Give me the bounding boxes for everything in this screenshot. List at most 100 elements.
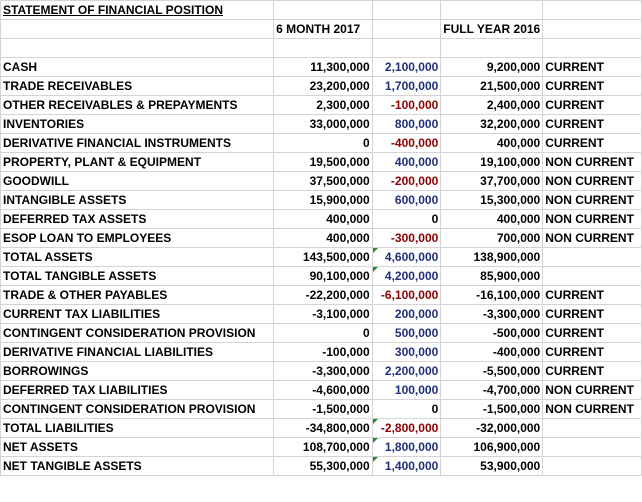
value-2016-cell[interactable]: -5,500,000 [440,361,544,381]
classification-cell[interactable]: NON CURRENT [542,228,642,248]
value-2017-cell[interactable]: 108,700,000 [273,437,373,457]
row-label-cell[interactable]: DERIVATIVE FINANCIAL LIABILITIES [0,342,275,362]
change-cell[interactable]: -400,000 [371,133,442,153]
classification-cell[interactable]: NON CURRENT [542,380,642,400]
change-cell[interactable]: -6,100,000 [371,285,442,305]
change-cell[interactable]: 600,000 [371,190,442,210]
change-cell[interactable]: -2,800,000 [371,418,442,438]
row-label-cell[interactable]: DEFERRED TAX ASSETS [0,209,275,229]
empty-cell[interactable] [0,38,275,58]
value-2017-cell[interactable]: 37,500,000 [273,171,373,191]
change-cell[interactable]: 1,800,000 [371,437,442,457]
row-label-cell[interactable]: CONTINGENT CONSIDERATION PROVISION [0,323,275,343]
value-2017-cell[interactable]: -3,100,000 [273,304,373,324]
change-cell[interactable]: 200,000 [371,304,442,324]
value-2017-cell[interactable]: 0 [273,323,373,343]
row-label-cell[interactable]: TOTAL TANGIBLE ASSETS [0,266,275,286]
change-cell[interactable]: -200,000 [371,171,442,191]
value-2016-cell[interactable]: 700,000 [440,228,544,248]
value-2017-cell[interactable]: 11,300,000 [273,57,373,77]
classification-cell[interactable]: NON CURRENT [542,399,642,419]
value-2016-cell[interactable]: 400,000 [440,209,544,229]
change-cell[interactable]: 0 [371,209,442,229]
classification-cell[interactable]: CURRENT [542,361,642,381]
value-2017-cell[interactable]: 55,300,000 [273,456,373,476]
change-cell[interactable]: 1,700,000 [371,76,442,96]
value-2016-cell[interactable]: -32,000,000 [440,418,544,438]
value-2016-cell[interactable]: 21,500,000 [440,76,544,96]
change-cell[interactable]: 100,000 [371,380,442,400]
value-2017-cell[interactable]: 400,000 [273,228,373,248]
value-2016-cell[interactable]: 32,200,000 [440,114,544,134]
empty-cell[interactable] [371,0,442,20]
classification-cell[interactable]: CURRENT [542,133,642,153]
empty-cell[interactable] [542,0,642,20]
row-label-cell[interactable]: ESOP LOAN TO EMPLOYEES [0,228,275,248]
value-2016-cell[interactable]: -16,100,000 [440,285,544,305]
row-label-cell[interactable]: OTHER RECEIVABLES & PREPAYMENTS [0,95,275,115]
value-2017-cell[interactable]: 90,100,000 [273,266,373,286]
value-2016-cell[interactable]: -3,300,000 [440,304,544,324]
value-2017-cell[interactable]: -3,300,000 [273,361,373,381]
row-label-cell[interactable]: CASH [0,57,275,77]
classification-cell[interactable] [542,247,642,267]
classification-cell[interactable] [542,418,642,438]
value-2017-cell[interactable]: 19,500,000 [273,152,373,172]
value-2016-cell[interactable]: 53,900,000 [440,456,544,476]
value-2017-cell[interactable]: -4,600,000 [273,380,373,400]
row-label-cell[interactable]: CONTINGENT CONSIDERATION PROVISION [0,399,275,419]
classification-cell[interactable]: CURRENT [542,114,642,134]
empty-cell[interactable] [371,19,442,39]
change-cell[interactable]: 400,000 [371,152,442,172]
row-label-cell[interactable]: DERIVATIVE FINANCIAL INSTRUMENTS [0,133,275,153]
row-label-cell[interactable]: PROPERTY, PLANT & EQUIPMENT [0,152,275,172]
change-cell[interactable]: 0 [371,399,442,419]
change-cell[interactable]: 4,200,000 [371,266,442,286]
classification-cell[interactable]: CURRENT [542,304,642,324]
change-cell[interactable]: -100,000 [371,95,442,115]
value-2016-cell[interactable]: 400,000 [440,133,544,153]
value-2017-cell[interactable]: 2,300,000 [273,95,373,115]
value-2017-cell[interactable]: 143,500,000 [273,247,373,267]
classification-cell[interactable]: NON CURRENT [542,209,642,229]
classification-cell[interactable]: CURRENT [542,323,642,343]
row-label-cell[interactable]: DEFERRED TAX LIABILITIES [0,380,275,400]
value-2016-cell[interactable]: 37,700,000 [440,171,544,191]
empty-cell[interactable] [440,38,544,58]
value-2016-cell[interactable]: -4,700,000 [440,380,544,400]
value-2017-cell[interactable]: 33,000,000 [273,114,373,134]
change-cell[interactable]: -300,000 [371,228,442,248]
change-cell[interactable]: 1,400,000 [371,456,442,476]
value-2017-cell[interactable]: -34,800,000 [273,418,373,438]
classification-cell[interactable] [542,266,642,286]
classification-cell[interactable]: CURRENT [542,285,642,305]
change-cell[interactable]: 2,100,000 [371,57,442,77]
header-6-month-2017[interactable]: 6 MONTH 2017 [273,19,373,39]
classification-cell[interactable]: NON CURRENT [542,152,642,172]
classification-cell[interactable]: NON CURRENT [542,171,642,191]
value-2016-cell[interactable]: -1,500,000 [440,399,544,419]
change-cell[interactable]: 4,600,000 [371,247,442,267]
value-2016-cell[interactable]: 2,400,000 [440,95,544,115]
value-2017-cell[interactable]: 15,900,000 [273,190,373,210]
row-label-cell[interactable]: BORROWINGS [0,361,275,381]
value-2017-cell[interactable]: -100,000 [273,342,373,362]
change-cell[interactable]: 800,000 [371,114,442,134]
value-2017-cell[interactable]: -1,500,000 [273,399,373,419]
change-cell[interactable]: 300,000 [371,342,442,362]
row-label-cell[interactable]: CURRENT TAX LIABILITIES [0,304,275,324]
value-2016-cell[interactable]: 9,200,000 [440,57,544,77]
empty-cell[interactable] [542,38,642,58]
row-label-cell[interactable]: INVENTORIES [0,114,275,134]
classification-cell[interactable] [542,437,642,457]
empty-cell[interactable] [371,38,442,58]
row-label-cell[interactable]: INTANGIBLE ASSETS [0,190,275,210]
value-2016-cell[interactable]: 85,900,000 [440,266,544,286]
value-2016-cell[interactable]: 15,300,000 [440,190,544,210]
classification-cell[interactable] [542,456,642,476]
row-label-cell[interactable]: NET TANGIBLE ASSETS [0,456,275,476]
value-2017-cell[interactable]: 23,200,000 [273,76,373,96]
value-2016-cell[interactable]: 138,900,000 [440,247,544,267]
change-cell[interactable]: 500,000 [371,323,442,343]
empty-cell[interactable] [542,19,642,39]
